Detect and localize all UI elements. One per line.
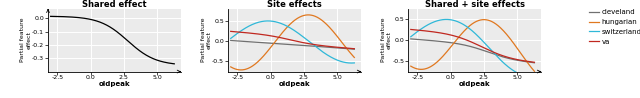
X-axis label: oldpeak: oldpeak	[99, 81, 131, 87]
Y-axis label: Partial feature
effect: Partial feature effect	[381, 18, 392, 62]
Y-axis label: Partial feature
effect: Partial feature effect	[201, 18, 211, 62]
Title: Shared + site effects: Shared + site effects	[424, 0, 525, 9]
Title: Shared effect: Shared effect	[82, 0, 147, 9]
Legend: cleveland, hungarian, switzerland, va: cleveland, hungarian, switzerland, va	[589, 9, 640, 45]
X-axis label: oldpeak: oldpeak	[459, 81, 490, 87]
X-axis label: oldpeak: oldpeak	[278, 81, 310, 87]
Title: Site effects: Site effects	[267, 0, 322, 9]
Y-axis label: Partial feature
effect: Partial feature effect	[20, 18, 31, 62]
